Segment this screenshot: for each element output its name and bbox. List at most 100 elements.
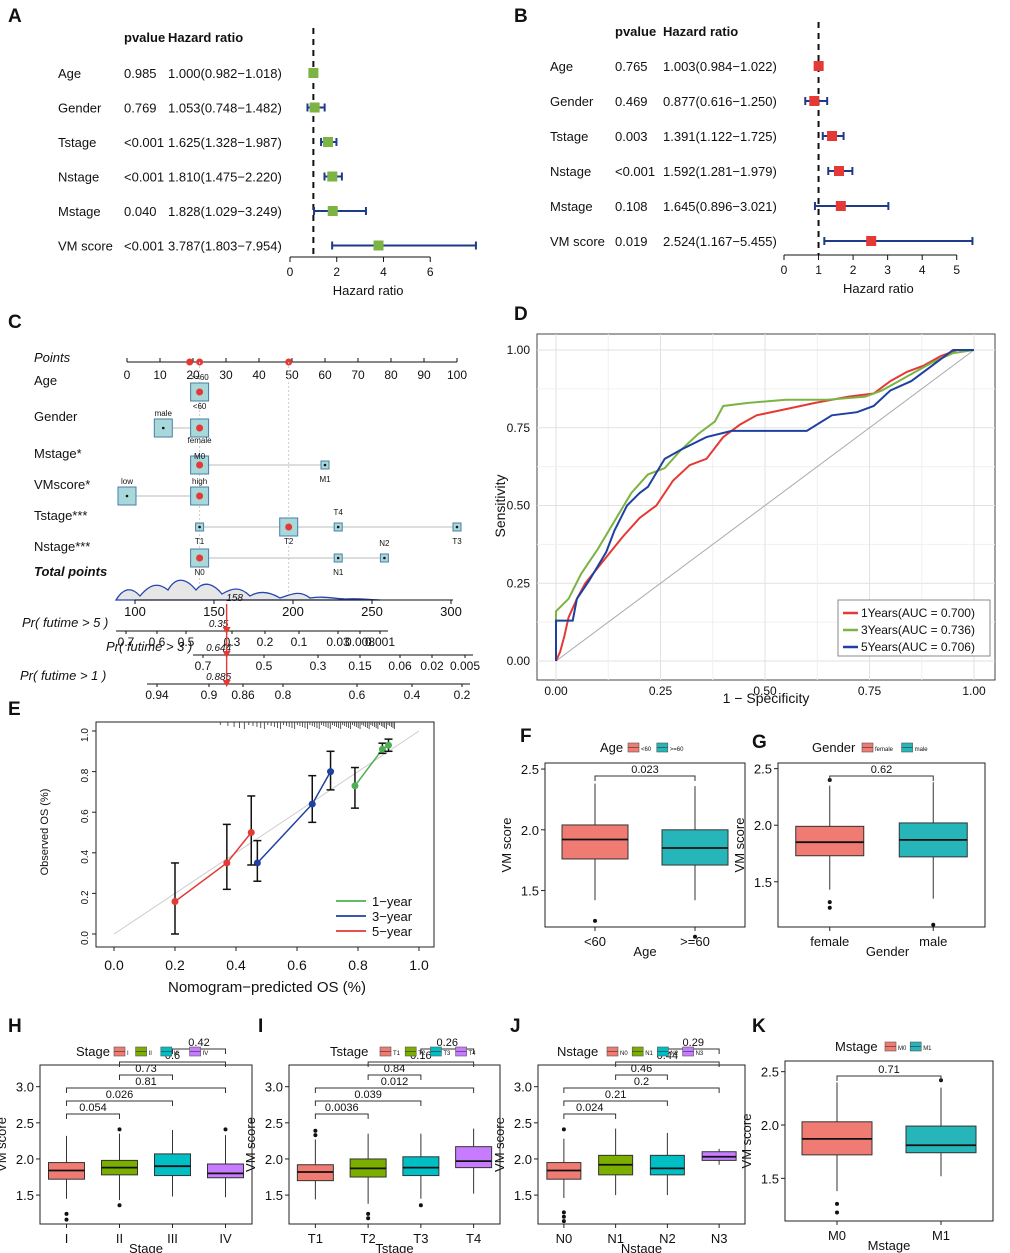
comparison-pvalue: 0.73 xyxy=(135,1063,156,1075)
legend-label: 5−year xyxy=(372,924,413,939)
legend-item-label: N1 xyxy=(645,1051,653,1057)
box xyxy=(402,1156,440,1177)
level-dot xyxy=(125,494,129,498)
row-pvalue: <0.001 xyxy=(124,170,164,185)
diagonal-line xyxy=(555,349,975,662)
calibration-point xyxy=(327,768,335,776)
prob-tick-label: 0.5 xyxy=(256,659,273,673)
comparison-pvalue: 0.054 xyxy=(79,1102,107,1114)
level-label: high xyxy=(192,477,207,486)
level-dot xyxy=(455,525,459,529)
comparison-bracket xyxy=(563,1100,668,1106)
row-hr-text: 1.810(1.475−2.220) xyxy=(168,170,282,185)
level-label: <60 xyxy=(193,402,207,411)
plot-frame xyxy=(777,762,986,928)
outlier-point xyxy=(117,1127,122,1132)
level-label: female xyxy=(188,436,213,445)
selected-marker xyxy=(196,461,204,469)
legend-item-label: T3 xyxy=(443,1051,451,1057)
y-axis-label: Sensitivity xyxy=(492,474,508,537)
comparison-bracket xyxy=(314,1113,369,1119)
prob-tick-label: 0.1 xyxy=(291,635,308,649)
row-hr-text: 2.524(1.167−5.455) xyxy=(663,234,777,249)
y-tick-label: 1.5 xyxy=(754,875,772,890)
x-tick-label: 6 xyxy=(427,265,434,279)
calibration-line xyxy=(256,771,332,864)
y-tick-label: 2.0 xyxy=(514,1152,532,1167)
x-tick-label: 4 xyxy=(919,263,926,277)
level-label: T2 xyxy=(284,537,294,546)
x-axis-label: Nstage xyxy=(621,1241,662,1253)
comparison-bracket xyxy=(829,775,934,781)
hr-point xyxy=(308,68,319,78)
panel-letter-A: A xyxy=(8,6,22,27)
row-pvalue: 0.040 xyxy=(124,204,157,219)
prob-tick-label: 0.86 xyxy=(231,688,255,702)
comparison-pvalue: 0.012 xyxy=(381,1076,409,1088)
y-axis-label: VM score xyxy=(243,1117,258,1172)
comparison-bracket xyxy=(594,775,696,781)
comparison-pvalue: 0.81 xyxy=(135,1076,156,1088)
row-pvalue: 0.003 xyxy=(615,129,648,144)
panel-letter-H: H xyxy=(8,1016,22,1037)
calibration-point xyxy=(385,741,392,749)
outlier-point xyxy=(561,1127,566,1132)
level-dot xyxy=(336,525,340,529)
legend-title: Stage xyxy=(76,1044,110,1059)
legend-title: Mstage xyxy=(835,1039,878,1054)
x-tick-label: 0 xyxy=(781,263,788,277)
y-tick-label: 2.5 xyxy=(754,762,772,777)
total-value: 158 xyxy=(226,593,243,604)
calibration-point xyxy=(247,829,255,836)
prob-tick-label: 0.94 xyxy=(145,688,169,702)
x-tick-label: III xyxy=(167,1231,178,1246)
prob-tick-label: 0.02 xyxy=(420,659,444,673)
y-tick-label: 1.0 xyxy=(80,728,91,742)
x-axis-label: Hazard ratio xyxy=(333,283,404,298)
plot-frame xyxy=(288,1064,501,1225)
points-tick-label: 30 xyxy=(219,368,233,382)
x-tick-label: M1 xyxy=(932,1228,950,1243)
comparison-pvalue: 0.2 xyxy=(634,1076,649,1088)
comparison-bracket xyxy=(66,1100,173,1106)
calibration-point xyxy=(378,745,386,753)
level-label: N0 xyxy=(194,568,205,577)
prob-value: 0.885 xyxy=(206,672,231,683)
comparison-bracket xyxy=(615,1061,720,1067)
points-tick-label: 90 xyxy=(417,368,431,382)
total-tick-label: 150 xyxy=(203,604,225,619)
comparison-bracket xyxy=(367,1061,475,1067)
comparison-pvalue: 0.023 xyxy=(631,764,659,776)
y-tick-label: 2.0 xyxy=(265,1152,283,1167)
outlier-point xyxy=(593,918,597,923)
prob-tick-label: 0.2 xyxy=(257,635,274,649)
prob-value: 0.644 xyxy=(206,643,231,654)
legend-label: 1Years(AUC = 0.700) xyxy=(861,606,975,620)
comparison-bracket xyxy=(836,1075,942,1081)
y-tick-label: 2.0 xyxy=(761,1118,779,1133)
x-tick-label: 2 xyxy=(333,265,340,279)
level-label: T1 xyxy=(195,537,205,546)
selected-marker xyxy=(285,523,293,531)
panel-letter-F: F xyxy=(520,726,532,747)
y-tick-label: 0.8 xyxy=(80,768,91,782)
x-tick-label: 0.25 xyxy=(649,684,673,698)
legend-box xyxy=(837,599,991,657)
total-tick-label: 100 xyxy=(124,604,146,619)
x-tick-label: 1.0 xyxy=(409,957,429,973)
y-tick-label: 2.5 xyxy=(761,1065,779,1080)
points-tick-label: 100 xyxy=(447,368,467,382)
x-axis-label: Hazard ratio xyxy=(843,281,914,296)
x-axis-label: Stage xyxy=(129,1241,163,1253)
row-label: Nstage xyxy=(550,164,591,179)
header-hazard-ratio: Hazard ratio xyxy=(663,24,738,39)
roc-series-line xyxy=(555,349,975,661)
calibration-plot: 0.0 0.0 0.2 0.2 0.4 0.4 0.6 0.6 0.8 0.8 1.0 1.0 Nomo… xyxy=(39,721,435,996)
panel-letter-C: C xyxy=(8,312,22,333)
level-label: >=60 xyxy=(190,373,209,382)
outlier-point xyxy=(931,922,936,927)
x-tick-label: I xyxy=(65,1231,69,1246)
row-pvalue: 0.469 xyxy=(615,94,648,109)
